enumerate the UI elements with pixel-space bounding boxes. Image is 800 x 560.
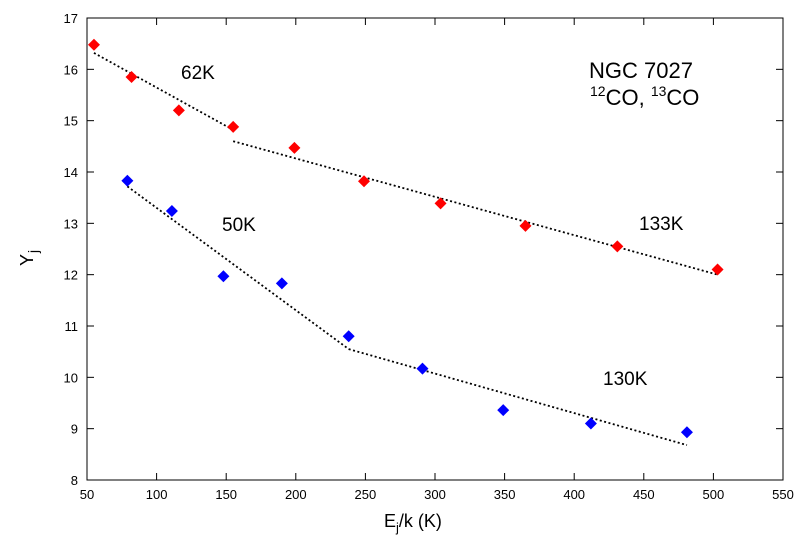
y-tick-label: 14 <box>64 165 78 180</box>
y-axis-title-main: Y <box>17 254 37 266</box>
fit-13co-high <box>348 348 688 446</box>
12co-point <box>611 240 624 253</box>
subtitle-isotope-13: 13 <box>651 83 667 99</box>
12co-point <box>125 71 138 84</box>
x-tick-label: 300 <box>424 487 446 502</box>
subtitle-molecule-2: CO <box>666 85 699 110</box>
y-tick-label: 8 <box>71 473 78 488</box>
13co-point <box>584 417 597 430</box>
x-tick-label: 250 <box>355 487 377 502</box>
x-tick-label: 350 <box>494 487 516 502</box>
12co-point <box>358 175 371 188</box>
y-tick-label: 10 <box>64 370 78 385</box>
y-tick-label: 16 <box>64 62 78 77</box>
13co-point <box>165 205 178 218</box>
data-points <box>87 38 724 439</box>
13co-point <box>416 362 429 375</box>
label-50k: 50K <box>222 215 256 236</box>
y-tick-label: 15 <box>64 114 78 129</box>
x-tick-label: 500 <box>703 487 725 502</box>
label-62k: 62K <box>181 63 215 84</box>
y-tick-label: 12 <box>64 268 78 283</box>
13co-point <box>121 174 134 187</box>
y-axis-title: Yj <box>17 250 41 266</box>
x-tick-label: 150 <box>215 487 237 502</box>
axis-ticks: 50 100 150 200 250 300 350 400 450 500 550 8 9 10 11 12… <box>64 11 794 502</box>
13co-point <box>342 330 355 343</box>
fit-lines <box>93 52 718 446</box>
x-tick-label: 50 <box>80 487 94 502</box>
13co-point <box>275 277 288 290</box>
x-axis-title-sub: j <box>395 520 399 535</box>
x-tick-label: 550 <box>772 487 794 502</box>
fit-13co-low <box>126 185 350 350</box>
y-tick-label: 13 <box>64 216 78 231</box>
13co-point <box>217 270 230 283</box>
chart-subtitle: 12CO, 13CO <box>590 83 699 110</box>
subtitle-molecule-1: CO, <box>606 85 651 110</box>
x-axis-title-main: E <box>384 511 396 531</box>
12co-point <box>711 263 724 276</box>
12co-point <box>519 219 532 232</box>
x-tick-label: 100 <box>146 487 168 502</box>
13co-point <box>680 426 693 439</box>
12co-point <box>227 120 240 133</box>
x-axis-title-rest: /k (K) <box>399 511 442 531</box>
13co-point <box>497 404 510 417</box>
chart-title: NGC 7027 <box>589 58 693 83</box>
12co-point <box>172 104 185 117</box>
x-tick-label: 400 <box>563 487 585 502</box>
label-133k: 133K <box>639 214 684 235</box>
y-tick-label: 17 <box>64 11 78 26</box>
12co-point <box>288 141 301 154</box>
y-tick-label: 9 <box>71 422 78 437</box>
12co-point <box>87 38 100 51</box>
x-tick-label: 200 <box>285 487 307 502</box>
x-tick-label: 450 <box>633 487 655 502</box>
subtitle-isotope-12: 12 <box>590 83 606 99</box>
fit-12co-high <box>232 140 718 276</box>
12co-point <box>434 197 447 210</box>
y-tick-label: 11 <box>65 319 79 334</box>
x-axis-title: Ej/k (K) <box>384 511 442 535</box>
label-130k: 130K <box>603 369 648 390</box>
y-axis-title-sub: j <box>25 250 41 254</box>
